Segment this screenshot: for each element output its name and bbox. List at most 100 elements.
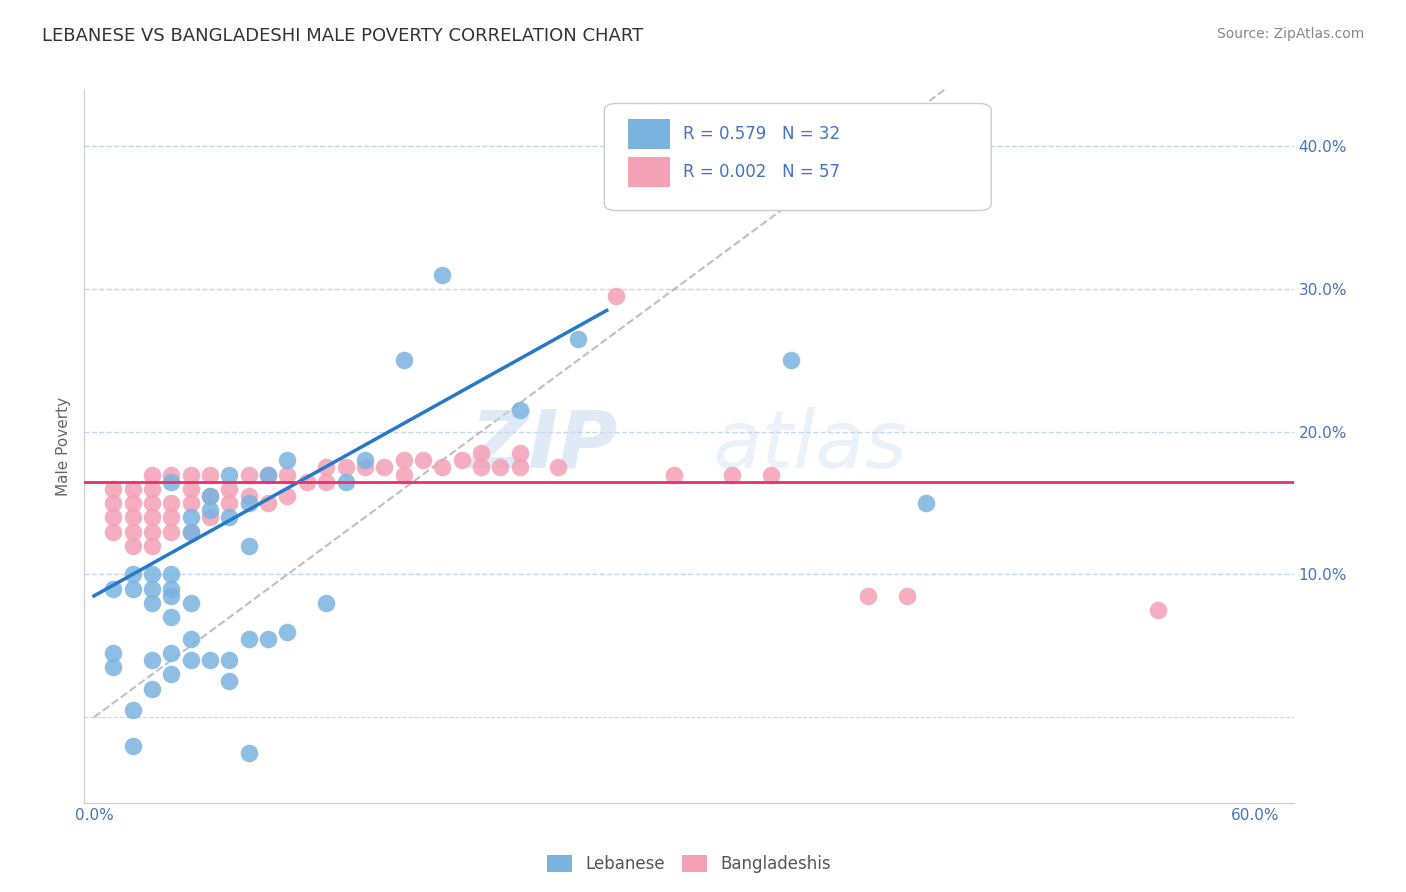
Point — [121, 703, 143, 717]
Point — [238, 632, 260, 646]
Point — [896, 589, 918, 603]
Point — [141, 681, 163, 696]
Point — [121, 539, 143, 553]
Point — [218, 510, 240, 524]
Text: R = 0.002   N = 57: R = 0.002 N = 57 — [683, 163, 839, 181]
Point — [335, 475, 357, 489]
Point — [103, 496, 125, 510]
Point — [238, 746, 260, 760]
Point — [103, 510, 125, 524]
Point — [160, 475, 183, 489]
Point — [257, 496, 280, 510]
Point — [180, 524, 202, 539]
Point — [373, 460, 395, 475]
Point — [160, 524, 183, 539]
Point — [141, 653, 163, 667]
Point — [103, 660, 125, 674]
Text: LEBANESE VS BANGLADESHI MALE POVERTY CORRELATION CHART: LEBANESE VS BANGLADESHI MALE POVERTY COR… — [42, 27, 644, 45]
Point — [180, 510, 202, 524]
Point — [141, 539, 163, 553]
Point — [915, 496, 938, 510]
Point — [392, 453, 415, 467]
Point — [509, 446, 531, 460]
Point — [470, 446, 492, 460]
Point — [121, 482, 143, 496]
Point — [450, 453, 472, 467]
Point — [664, 467, 686, 482]
Point — [335, 460, 357, 475]
Text: ZIP: ZIP — [470, 407, 617, 485]
Point — [1147, 603, 1170, 617]
Point — [432, 460, 454, 475]
Point — [759, 467, 782, 482]
Point — [160, 667, 183, 681]
Point — [276, 624, 298, 639]
Point — [856, 589, 879, 603]
Point — [103, 524, 125, 539]
Point — [238, 496, 260, 510]
Point — [198, 510, 221, 524]
Point — [180, 653, 202, 667]
Point — [160, 589, 183, 603]
Point — [160, 567, 183, 582]
Point — [470, 460, 492, 475]
Point — [315, 596, 337, 610]
Point — [121, 510, 143, 524]
Text: R = 0.579   N = 32: R = 0.579 N = 32 — [683, 125, 839, 143]
Point — [198, 489, 221, 503]
Point — [257, 632, 280, 646]
Point — [315, 460, 337, 475]
Point — [141, 582, 163, 596]
Point — [121, 739, 143, 753]
Point — [121, 567, 143, 582]
Point — [141, 467, 163, 482]
Point — [160, 467, 183, 482]
Point — [354, 460, 377, 475]
Point — [180, 482, 202, 496]
Point — [779, 353, 801, 368]
Point — [218, 467, 240, 482]
Point — [180, 467, 202, 482]
Legend: Lebanese, Bangladeshis: Lebanese, Bangladeshis — [540, 848, 838, 880]
Text: atlas: atlas — [713, 407, 907, 485]
Point — [121, 524, 143, 539]
Point — [141, 596, 163, 610]
Point — [160, 496, 183, 510]
Text: Source: ZipAtlas.com: Source: ZipAtlas.com — [1216, 27, 1364, 41]
Point — [257, 467, 280, 482]
Point — [141, 524, 163, 539]
Point — [276, 467, 298, 482]
Point — [180, 632, 202, 646]
FancyBboxPatch shape — [628, 157, 669, 187]
Point — [218, 482, 240, 496]
Point — [141, 496, 163, 510]
Point — [218, 653, 240, 667]
Point — [509, 460, 531, 475]
Point — [354, 453, 377, 467]
Point — [160, 510, 183, 524]
Point — [238, 539, 260, 553]
Point — [412, 453, 434, 467]
Point — [238, 467, 260, 482]
Point — [103, 482, 125, 496]
Point — [295, 475, 318, 489]
Point — [721, 467, 744, 482]
Point — [432, 268, 454, 282]
FancyBboxPatch shape — [605, 103, 991, 211]
Point — [180, 496, 202, 510]
Point — [392, 467, 415, 482]
Point — [160, 582, 183, 596]
Point — [160, 610, 183, 624]
Point — [180, 524, 202, 539]
Point — [141, 567, 163, 582]
Point — [489, 460, 512, 475]
Point — [276, 489, 298, 503]
Point — [198, 489, 221, 503]
Point — [567, 332, 589, 346]
Point — [238, 489, 260, 503]
Point — [198, 653, 221, 667]
Point — [121, 582, 143, 596]
Point — [180, 596, 202, 610]
Point — [276, 453, 298, 467]
Point — [218, 496, 240, 510]
